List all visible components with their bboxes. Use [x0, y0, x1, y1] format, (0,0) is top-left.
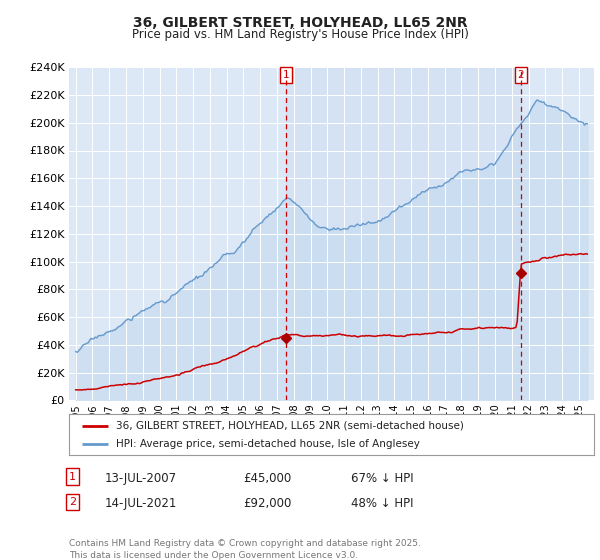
Text: 36, GILBERT STREET, HOLYHEAD, LL65 2NR: 36, GILBERT STREET, HOLYHEAD, LL65 2NR — [133, 16, 467, 30]
Text: 2: 2 — [69, 497, 76, 507]
Text: 1: 1 — [69, 472, 76, 482]
Text: 1: 1 — [283, 70, 289, 80]
Text: £45,000: £45,000 — [243, 472, 291, 484]
Text: 13-JUL-2007: 13-JUL-2007 — [105, 472, 177, 484]
Text: HPI: Average price, semi-detached house, Isle of Anglesey: HPI: Average price, semi-detached house,… — [116, 439, 420, 449]
Text: 48% ↓ HPI: 48% ↓ HPI — [351, 497, 413, 510]
Text: 2: 2 — [518, 70, 524, 80]
Text: Price paid vs. HM Land Registry's House Price Index (HPI): Price paid vs. HM Land Registry's House … — [131, 28, 469, 41]
Text: £92,000: £92,000 — [243, 497, 292, 510]
Text: 14-JUL-2021: 14-JUL-2021 — [105, 497, 178, 510]
Bar — [286, 67, 521, 400]
Text: 36, GILBERT STREET, HOLYHEAD, LL65 2NR (semi-detached house): 36, GILBERT STREET, HOLYHEAD, LL65 2NR (… — [116, 421, 464, 431]
Text: Contains HM Land Registry data © Crown copyright and database right 2025.
This d: Contains HM Land Registry data © Crown c… — [69, 539, 421, 559]
Text: 67% ↓ HPI: 67% ↓ HPI — [351, 472, 413, 484]
